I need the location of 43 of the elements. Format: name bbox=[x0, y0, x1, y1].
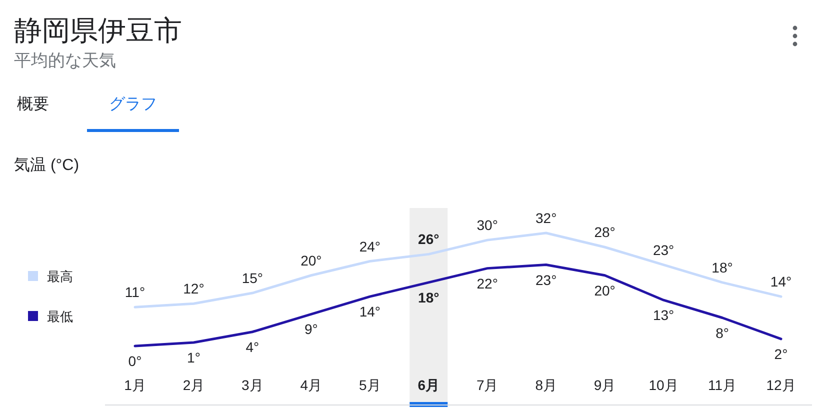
data-label: 4° bbox=[246, 338, 260, 355]
x-tick-label: 10月 bbox=[648, 377, 678, 393]
data-label: 20° bbox=[300, 252, 322, 268]
data-label: 2° bbox=[774, 346, 788, 362]
data-label: 32° bbox=[536, 210, 557, 226]
x-tick-label: 7月 bbox=[476, 377, 498, 393]
data-label: 23° bbox=[652, 242, 674, 258]
data-label: 30° bbox=[476, 217, 498, 234]
data-label: 18° bbox=[712, 259, 733, 276]
x-tick-label: 11月 bbox=[708, 377, 737, 393]
text: グラフ bbox=[109, 96, 157, 113]
data-label: 14° bbox=[770, 274, 792, 290]
data-label: 23° bbox=[536, 272, 557, 288]
legend-label: 最低 bbox=[47, 309, 73, 324]
data-label: 26° bbox=[418, 231, 440, 248]
data-label: 14° bbox=[359, 304, 380, 320]
data-label: 18° bbox=[418, 289, 440, 306]
data-label: 28° bbox=[594, 224, 616, 240]
data-label: 12° bbox=[183, 280, 204, 297]
data-label: 13° bbox=[652, 307, 674, 324]
data-label: 9° bbox=[304, 321, 318, 338]
data-label: 1° bbox=[187, 349, 200, 366]
x-tick-label: 4月 bbox=[300, 377, 322, 393]
data-label: 20° bbox=[594, 282, 616, 298]
data-label: 24° bbox=[359, 238, 380, 254]
data-label: 11° bbox=[124, 284, 146, 300]
chart-subtitle: 平均的な天気 bbox=[14, 51, 116, 70]
x-tick-label: 12月 bbox=[766, 377, 796, 393]
x-tick-label: 1月 bbox=[124, 377, 146, 393]
data-label: 0° bbox=[128, 353, 142, 369]
legend-label: 最高 bbox=[47, 269, 73, 284]
x-tick-label: 9月 bbox=[594, 377, 616, 393]
x-tick-label: 3月 bbox=[242, 377, 264, 393]
data-label: 8° bbox=[716, 324, 729, 341]
x-tick-label: 2月 bbox=[182, 377, 205, 393]
x-tick-label: 6月 bbox=[418, 377, 440, 393]
x-tick-label: 8月 bbox=[535, 377, 557, 393]
y-axis-title: 気温 (°C) bbox=[14, 157, 80, 174]
x-tick-label: 5月 bbox=[359, 377, 381, 393]
chart-title: 静岡県伊豆市 bbox=[14, 15, 182, 46]
data-label: 15° bbox=[242, 270, 264, 286]
text: 概要 bbox=[17, 95, 49, 113]
data-label: 22° bbox=[476, 275, 498, 292]
